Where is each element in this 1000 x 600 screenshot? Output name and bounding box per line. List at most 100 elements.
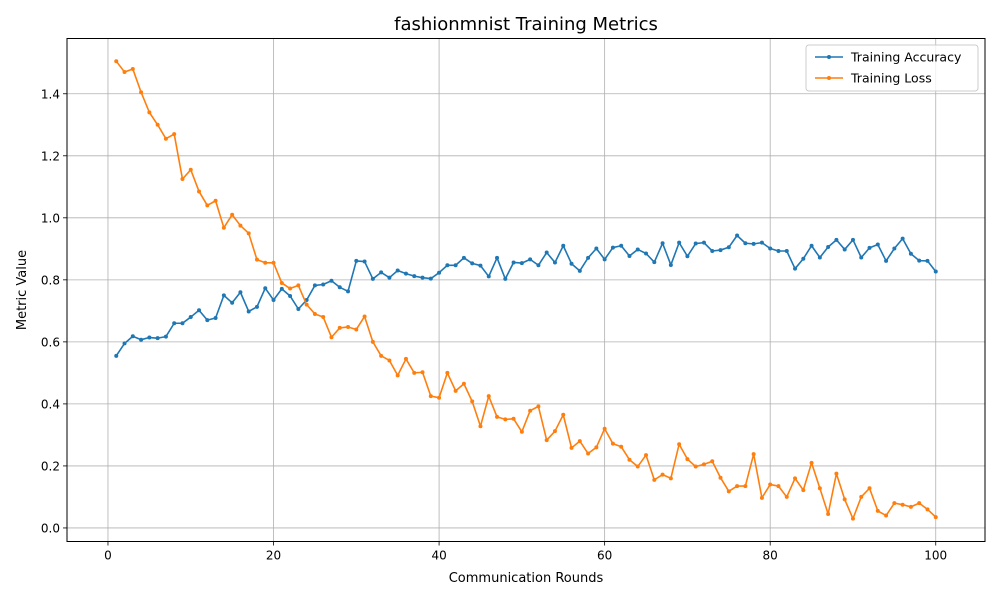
ticks: 0 20 40 60 80 100 0.0 0.2 0.4 0.6 0.8 1.0 1.2 1.4 xyxy=(41,87,947,562)
data-point-training-loss xyxy=(213,198,218,203)
data-point-training-accuracy xyxy=(759,240,764,245)
data-point-training-loss xyxy=(288,286,293,291)
y-tick-label: 1.2 xyxy=(41,149,60,163)
data-point-training-loss xyxy=(246,231,251,236)
data-point-training-loss xyxy=(180,177,185,182)
data-point-training-loss xyxy=(834,471,839,476)
data-point-training-loss xyxy=(677,442,682,447)
data-point-training-accuracy xyxy=(412,274,417,279)
legend-marker-accuracy xyxy=(827,55,831,59)
data-point-training-accuracy xyxy=(627,253,632,258)
data-point-training-accuracy xyxy=(296,306,301,311)
data-point-training-accuracy xyxy=(205,318,210,323)
x-tick-label: 20 xyxy=(266,549,281,563)
y-tick-label: 0.6 xyxy=(41,335,60,349)
legend-box xyxy=(805,44,979,92)
data-point-training-accuracy xyxy=(586,255,591,260)
data-point-training-accuracy xyxy=(652,260,657,265)
data-point-training-accuracy xyxy=(925,258,930,263)
data-point-training-accuracy xyxy=(726,245,731,250)
data-point-training-accuracy xyxy=(238,290,243,295)
data-point-training-accuracy xyxy=(503,276,508,281)
data-point-training-accuracy xyxy=(850,237,855,242)
series-layer xyxy=(114,59,938,521)
data-point-training-loss xyxy=(254,257,259,262)
data-point-training-accuracy xyxy=(842,247,847,252)
data-point-training-accuracy xyxy=(610,245,615,250)
data-point-training-loss xyxy=(644,453,649,458)
data-point-training-loss xyxy=(743,484,748,489)
data-point-training-accuracy xyxy=(635,247,640,252)
data-point-training-loss xyxy=(917,501,922,506)
data-point-training-loss xyxy=(867,486,872,491)
data-point-training-accuracy xyxy=(139,337,144,342)
data-point-training-loss xyxy=(511,416,516,421)
x-tick-label: 100 xyxy=(924,549,947,563)
data-point-training-accuracy xyxy=(470,261,475,266)
data-point-training-accuracy xyxy=(221,293,226,298)
data-point-training-loss xyxy=(197,189,202,194)
y-tick-label: 0.8 xyxy=(41,273,60,287)
data-point-training-loss xyxy=(395,373,400,378)
data-point-training-loss xyxy=(892,501,897,506)
data-point-training-accuracy xyxy=(147,335,152,340)
data-point-training-accuracy xyxy=(561,243,566,248)
data-point-training-loss xyxy=(470,399,475,404)
data-point-training-loss xyxy=(528,408,533,413)
data-point-training-accuracy xyxy=(693,241,698,246)
data-point-training-loss xyxy=(403,356,408,361)
data-point-training-loss xyxy=(900,502,905,507)
data-point-training-loss xyxy=(619,444,624,449)
series-line-training-accuracy xyxy=(115,234,937,357)
data-point-training-loss xyxy=(437,395,442,400)
data-point-training-loss xyxy=(139,90,144,95)
data-point-training-loss xyxy=(726,489,731,494)
data-point-training-accuracy xyxy=(495,255,500,260)
data-point-training-loss xyxy=(652,477,657,482)
legend-label-loss: Training Loss xyxy=(850,71,932,86)
data-point-training-loss xyxy=(296,283,301,288)
data-point-training-loss xyxy=(122,70,127,75)
data-point-training-accuracy xyxy=(271,298,276,303)
chart-title: fashionmnist Training Metrics xyxy=(394,14,658,35)
data-point-training-loss xyxy=(205,203,210,208)
data-point-training-accuracy xyxy=(569,261,574,266)
data-point-training-accuracy xyxy=(718,248,723,253)
data-point-training-loss xyxy=(859,494,864,499)
x-tick-label: 40 xyxy=(431,549,446,563)
data-point-training-accuracy xyxy=(387,275,392,280)
x-tick-label: 0 xyxy=(104,549,112,563)
legend: Training Accuracy Training Loss xyxy=(805,44,979,92)
data-point-training-loss xyxy=(544,438,549,443)
data-point-training-loss xyxy=(751,452,756,457)
data-point-training-loss xyxy=(793,476,798,481)
series-line-training-loss xyxy=(115,60,937,520)
data-point-training-loss xyxy=(594,445,599,450)
data-point-training-loss xyxy=(801,488,806,493)
y-tick-label: 1.0 xyxy=(41,211,60,225)
data-point-training-loss xyxy=(884,513,889,518)
data-point-training-accuracy xyxy=(163,334,168,339)
data-point-training-accuracy xyxy=(130,334,135,339)
data-point-training-loss xyxy=(312,311,317,316)
data-point-training-accuracy xyxy=(519,261,524,266)
data-point-training-accuracy xyxy=(552,260,557,265)
data-point-training-loss xyxy=(337,325,342,330)
data-point-training-loss xyxy=(925,507,930,512)
data-point-training-accuracy xyxy=(428,276,433,281)
data-point-training-loss xyxy=(428,394,433,399)
plot-frame xyxy=(66,38,986,542)
data-point-training-accuracy xyxy=(668,262,673,267)
data-point-training-accuracy xyxy=(826,244,831,249)
data-point-training-accuracy xyxy=(677,240,682,245)
data-point-training-loss xyxy=(503,417,508,422)
data-point-training-loss xyxy=(693,464,698,469)
data-point-training-loss xyxy=(933,515,938,520)
data-point-training-accuracy xyxy=(354,258,359,263)
x-tick-label: 60 xyxy=(597,549,612,563)
data-point-training-accuracy xyxy=(329,278,334,283)
data-point-training-accuracy xyxy=(453,263,458,268)
data-point-training-accuracy xyxy=(875,242,880,247)
